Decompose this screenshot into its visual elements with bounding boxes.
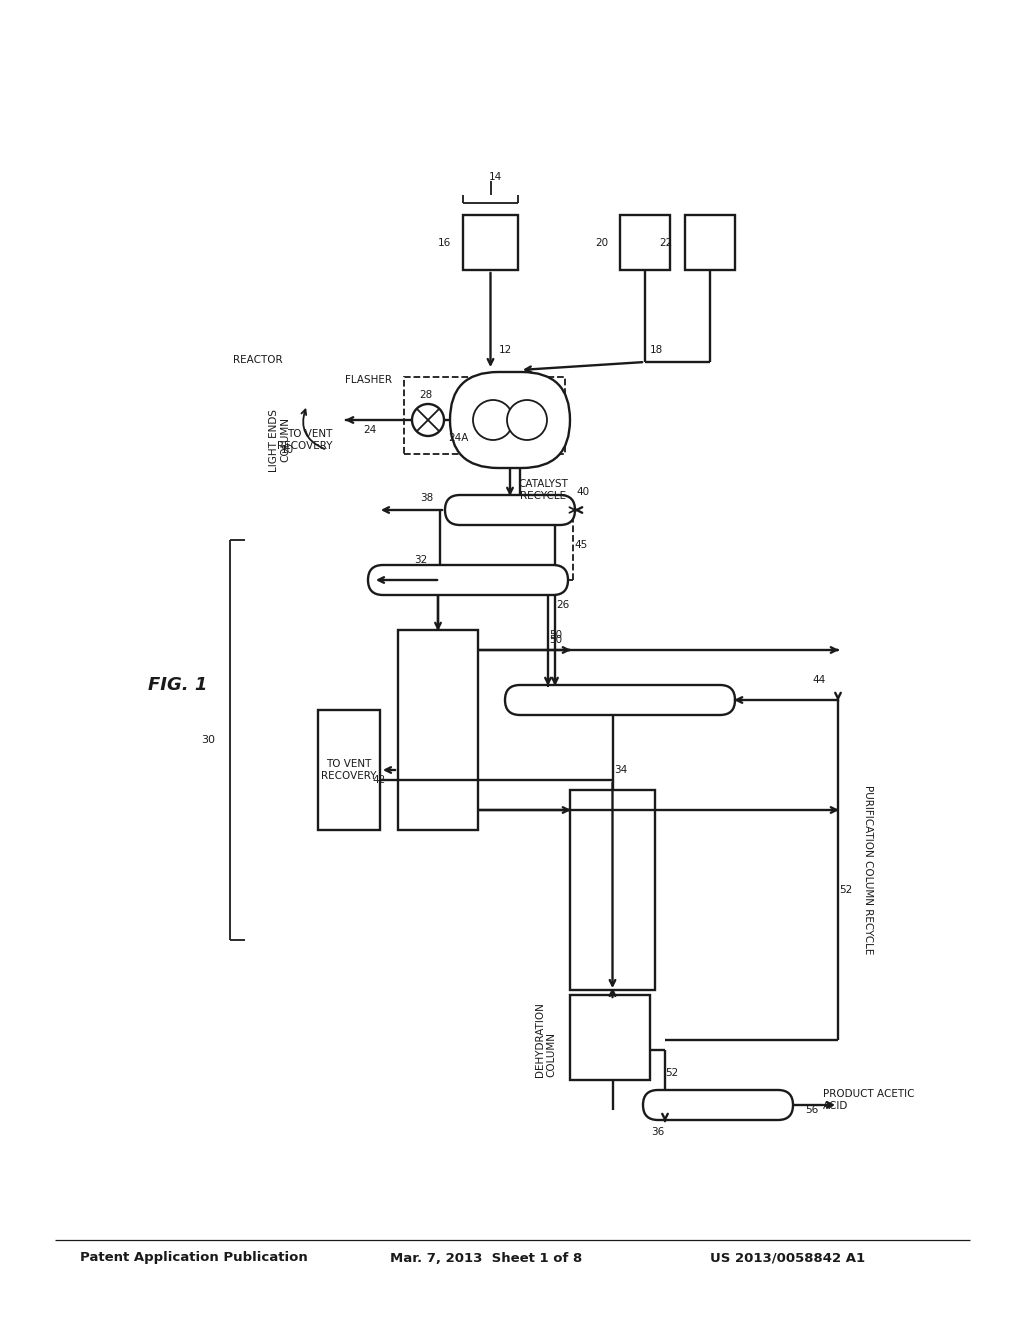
Text: 52: 52	[840, 884, 853, 895]
Text: FLASHER: FLASHER	[344, 375, 391, 385]
Bar	[404, 378, 565, 454]
Text: PURIFICATION COLUMN RECYCLE: PURIFICATION COLUMN RECYCLE	[863, 785, 873, 954]
Text: PRODUCT ACETIC
ACID: PRODUCT ACETIC ACID	[823, 1089, 914, 1111]
Text: 12: 12	[499, 345, 512, 355]
Text: 52: 52	[666, 1068, 679, 1077]
Bar	[318, 710, 380, 830]
Text: 16: 16	[437, 238, 451, 248]
Circle shape	[473, 400, 513, 440]
Bar	[620, 215, 670, 271]
Bar	[570, 789, 655, 990]
Text: 50: 50	[550, 630, 562, 640]
Text: Mar. 7, 2013  Sheet 1 of 8: Mar. 7, 2013 Sheet 1 of 8	[390, 1251, 583, 1265]
Text: Patent Application Publication: Patent Application Publication	[80, 1251, 308, 1265]
Text: TO VENT
RECOVERY: TO VENT RECOVERY	[276, 429, 332, 451]
Text: 42: 42	[373, 775, 386, 785]
FancyBboxPatch shape	[450, 372, 570, 469]
Text: FIG. 1: FIG. 1	[148, 676, 208, 694]
Text: 28: 28	[420, 389, 432, 400]
Bar	[463, 215, 518, 271]
Text: 45: 45	[574, 540, 588, 550]
FancyBboxPatch shape	[368, 565, 568, 595]
Text: 36: 36	[651, 1127, 665, 1137]
Text: REACTOR: REACTOR	[233, 355, 283, 366]
Bar	[685, 215, 735, 271]
FancyBboxPatch shape	[643, 1090, 793, 1119]
Circle shape	[412, 404, 444, 436]
Text: 56: 56	[805, 1105, 818, 1115]
Text: 44: 44	[813, 675, 826, 685]
Text: DEHYDRATION
COLUMN: DEHYDRATION COLUMN	[535, 1003, 557, 1077]
Text: 24A: 24A	[449, 433, 468, 444]
Text: 30: 30	[201, 735, 215, 744]
Bar	[398, 630, 478, 830]
Text: 20: 20	[595, 238, 608, 248]
Text: 32: 32	[414, 554, 427, 565]
Text: 40: 40	[577, 487, 590, 498]
FancyBboxPatch shape	[505, 685, 735, 715]
Text: LIGHT ENDS
COLUMN: LIGHT ENDS COLUMN	[269, 408, 291, 471]
Text: 24: 24	[364, 425, 377, 436]
Text: CATALYST
RECYCLE: CATALYST RECYCLE	[518, 479, 568, 500]
Text: TO VENT
RECOVERY: TO VENT RECOVERY	[322, 759, 377, 781]
Text: 10: 10	[281, 445, 294, 455]
Text: 50: 50	[550, 635, 562, 645]
Text: 34: 34	[613, 766, 627, 775]
Text: 26: 26	[556, 601, 569, 610]
Text: 38: 38	[420, 492, 433, 503]
Bar	[570, 995, 650, 1080]
Circle shape	[507, 400, 547, 440]
Text: 14: 14	[488, 172, 502, 182]
FancyBboxPatch shape	[445, 495, 575, 525]
Text: 22: 22	[659, 238, 673, 248]
Text: US 2013/0058842 A1: US 2013/0058842 A1	[710, 1251, 865, 1265]
Text: 18: 18	[650, 345, 664, 355]
